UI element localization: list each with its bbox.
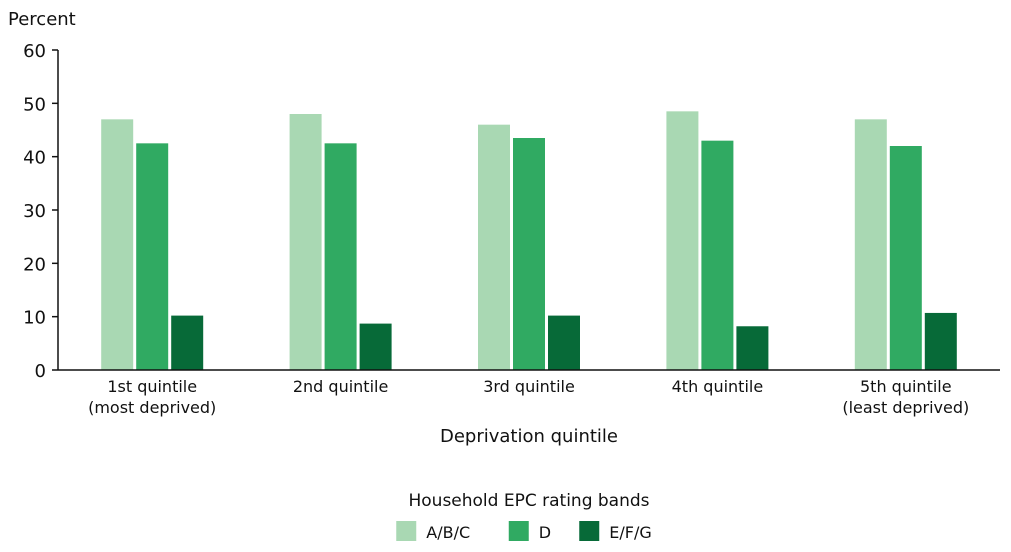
y-axis-label: Percent [8,9,76,30]
y-axis-ticks: 0 10 20 30 40 50 60 [23,41,58,382]
legend-label: E/F/G [609,523,652,542]
legend-title: Household EPC rating bands [408,491,649,511]
legend-label: D [539,523,551,542]
x-axis-label: Deprivation quintile [440,426,618,447]
bar-efg [924,312,957,370]
x-tick-label-line: 3rd quintile [483,377,575,396]
bar-abc [854,119,887,370]
legend-swatch [396,521,417,541]
y-tick-label: 40 [23,148,46,169]
bar-d [701,140,734,370]
bar-abc [666,111,699,370]
bars [101,111,957,371]
bar-abc [289,114,322,370]
legend-swatch [508,521,529,541]
x-tick-label-line: (least deprived) [842,398,969,417]
x-tick-label: 4th quintile [672,377,764,396]
bar-d [513,138,545,370]
bar-d [324,143,357,370]
x-tick-label: 5th quintile (least deprived) [842,377,969,417]
legend: A/B/C D E/F/G [396,521,652,542]
bar-efg [359,323,392,370]
y-tick-label: 0 [35,361,46,382]
x-tick-label: 1st quintile (most deprived) [88,377,216,417]
bar-efg [736,326,769,370]
y-tick-label: 30 [23,201,46,222]
y-tick-label: 60 [23,41,46,62]
bar-efg [171,315,204,370]
x-axis-tick-labels: 1st quintile (most deprived) 2nd quintile 3… [88,377,969,417]
x-tick-label-line: 4th quintile [672,377,764,396]
bar-abc [101,119,134,370]
bar-abc [478,124,510,371]
legend-swatch [579,521,600,541]
x-tick-label-line: (most deprived) [88,398,216,417]
y-tick-label: 10 [23,308,46,329]
x-tick-label: 2nd quintile [293,377,388,396]
x-tick-label-line: 2nd quintile [293,377,388,396]
y-tick-label: 20 [23,254,46,275]
bar-efg [548,315,580,370]
x-tick-label-line: 1st quintile [107,377,197,396]
x-tick-label: 3rd quintile [483,377,575,396]
y-tick-label: 50 [23,94,46,115]
bar-d [136,143,169,370]
legend-label: A/B/C [426,523,470,542]
x-tick-label-line: 5th quintile [860,377,952,396]
bar-d [889,146,922,370]
